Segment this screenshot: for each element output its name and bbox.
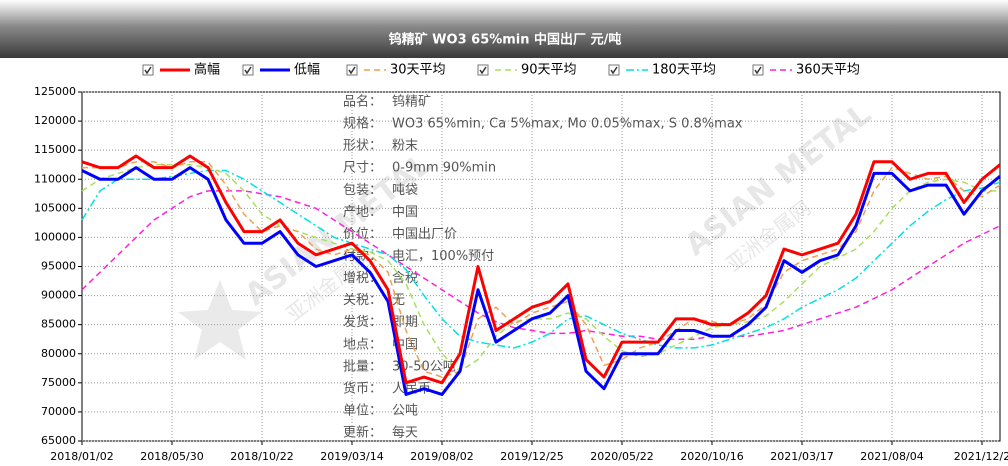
x-tick-label: 2021/12/2 <box>954 450 1008 463</box>
series-line <box>81 154 1001 385</box>
x-tick-label: 2018/10/22 <box>230 450 293 463</box>
series-line <box>81 166 1001 396</box>
legend-label: 90天平均 <box>521 63 577 78</box>
legend-check <box>244 66 252 75</box>
spec-label: 批量： <box>343 359 382 374</box>
watermark-star <box>178 280 262 360</box>
spec-label: 产地： <box>343 205 382 220</box>
spec-label: 发货： <box>343 314 382 330</box>
spec-value: 30-50公吨 <box>392 359 456 374</box>
spec-value: 即期 <box>392 315 418 330</box>
spec-value: 含税 <box>392 270 418 286</box>
y-tick-label: 95000 <box>41 260 76 273</box>
title-bar <box>0 0 1008 58</box>
spec-value: 人民币 <box>392 381 431 396</box>
legend-check <box>754 66 762 75</box>
y-tick-label: 115000 <box>34 143 76 156</box>
y-tick-label: 110000 <box>34 172 76 185</box>
spec-value: 粉末 <box>392 139 418 154</box>
legend-label: 360天平均 <box>796 63 860 78</box>
y-tick-label: 120000 <box>34 114 76 127</box>
legend-checkbox <box>608 64 620 76</box>
legend-label: 高幅 <box>194 62 220 78</box>
spec-value: 公吨 <box>392 403 418 418</box>
legend-check <box>144 66 152 75</box>
legend-label: 30天平均 <box>390 63 446 78</box>
legend-checkbox <box>242 64 254 76</box>
y-tick-label: 75000 <box>41 376 76 389</box>
legend-check <box>479 66 487 75</box>
spec-label: 包装： <box>343 183 382 198</box>
x-tick-label: 2021/03/17 <box>770 450 833 463</box>
y-tick-label: 100000 <box>34 230 76 243</box>
spec-label: 地点： <box>343 337 382 352</box>
y-tick-label: 65000 <box>41 434 76 447</box>
spec-label: 品名： <box>343 94 382 110</box>
y-tick-label: 105000 <box>34 201 76 214</box>
series-line <box>82 161 1001 378</box>
y-tick-label: 80000 <box>41 347 76 360</box>
legend-check <box>610 66 618 75</box>
y-tick-label: 70000 <box>41 405 76 418</box>
spec-label: 货币： <box>343 380 382 396</box>
y-tick-label: 90000 <box>41 289 76 302</box>
spec-value: 吨袋 <box>392 183 418 198</box>
x-tick-label: 2020/10/16 <box>680 450 743 463</box>
spec-value: 中国出厂价 <box>392 227 457 242</box>
spec-value: 每天 <box>392 425 418 441</box>
spec-value: 0-9mm 90%min <box>392 161 496 176</box>
legend-label: 180天平均 <box>652 63 716 78</box>
legend-checkbox <box>477 64 489 76</box>
spec-label: 单位： <box>343 403 382 418</box>
spec-label: 价位： <box>343 227 382 242</box>
series-line <box>81 190 1001 340</box>
legend-checkbox <box>346 64 358 76</box>
spec-value: 钨精矿 <box>392 94 431 110</box>
spec-value: WO3 65%min, Ca 5%max, Mo 0.05%max, S 0.8… <box>392 117 743 132</box>
spec-value: 中国 <box>392 205 418 220</box>
y-tick-label: 85000 <box>41 318 76 331</box>
spec-label: 关税： <box>343 293 382 308</box>
legend-check <box>348 66 356 75</box>
x-tick-label: 2018/01/02 <box>50 450 113 463</box>
x-tick-label: 2019/03/14 <box>320 450 383 463</box>
series-line <box>81 163 1000 372</box>
legend-checkbox <box>752 64 764 76</box>
spec-value: 无 <box>392 293 405 308</box>
spec-label: 规格： <box>343 116 382 132</box>
x-tick-label: 2019/12/25 <box>500 450 563 463</box>
spec-value: 电汇，100%预付 <box>392 249 494 264</box>
legend-checkbox <box>142 64 154 76</box>
x-tick-label: 2019/08/02 <box>410 450 473 463</box>
x-tick-label: 2018/05/30 <box>140 450 203 463</box>
x-tick-label: 2020/05/22 <box>590 450 653 463</box>
y-tick-label: 125000 <box>34 85 76 98</box>
x-tick-label: 2021/08/04 <box>860 450 923 463</box>
spec-label: 尺寸： <box>343 161 382 176</box>
spec-label: 更新： <box>343 425 382 441</box>
chart-title: 钨精矿 WO3 65%min 中国出厂 元/吨 <box>389 32 622 48</box>
legend-label: 低幅 <box>294 63 320 78</box>
spec-label: 形状： <box>343 139 382 154</box>
